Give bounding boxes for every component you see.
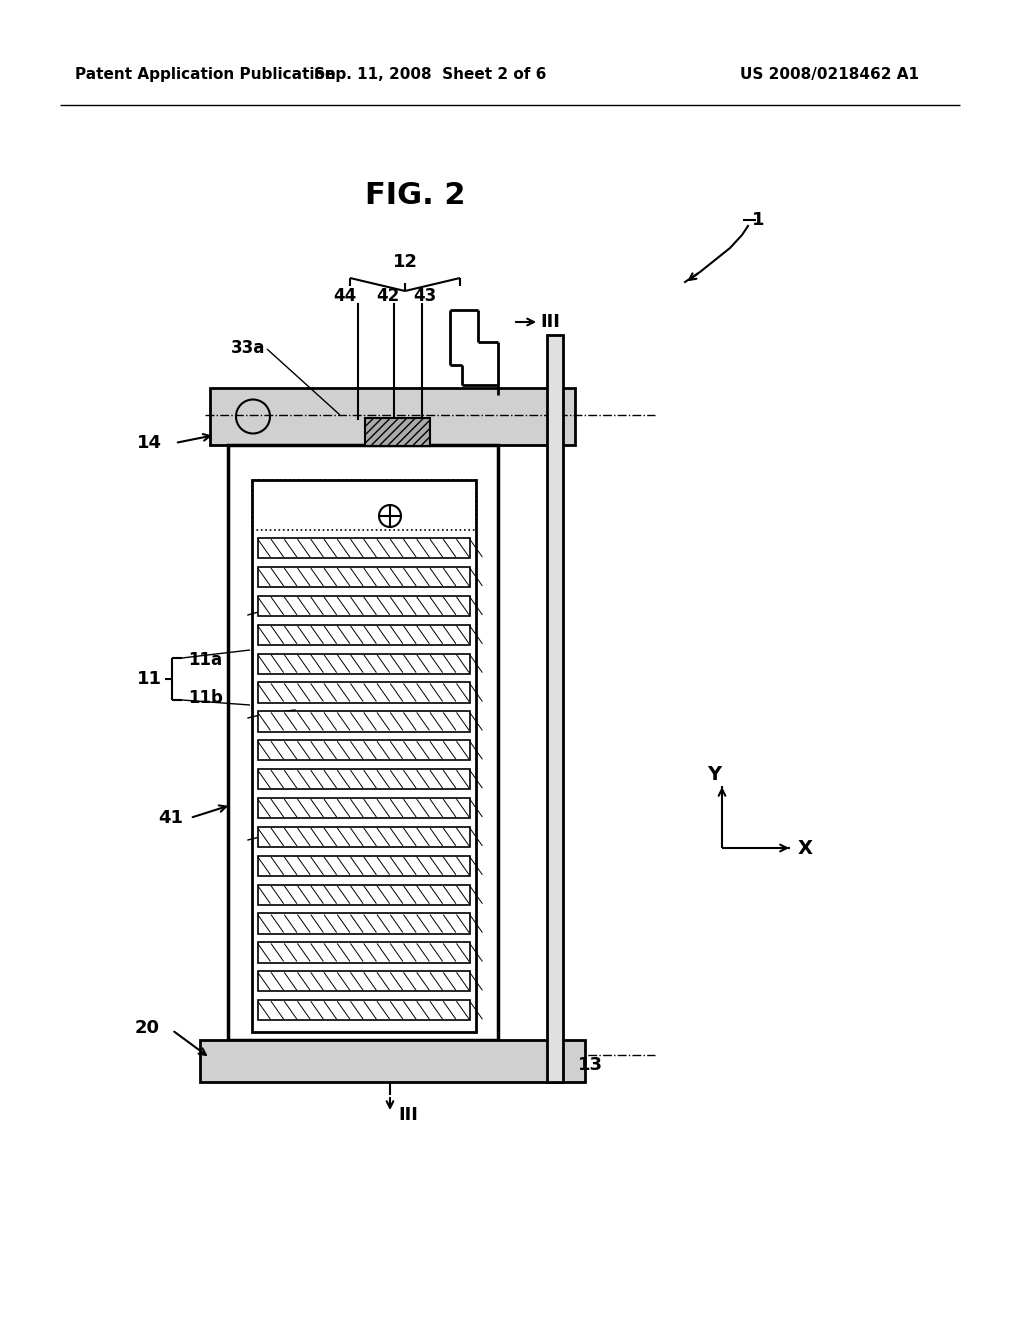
- Bar: [210, 388, 575, 445]
- Bar: [258, 539, 470, 558]
- Text: 33a: 33a: [230, 339, 265, 356]
- Bar: [258, 595, 470, 616]
- Bar: [228, 445, 498, 1040]
- Bar: [547, 335, 563, 1082]
- Text: X: X: [798, 838, 813, 858]
- Bar: [258, 624, 470, 645]
- Text: 13: 13: [578, 1056, 603, 1074]
- Bar: [258, 741, 470, 760]
- Text: 14: 14: [137, 434, 162, 451]
- Text: 43: 43: [414, 286, 436, 305]
- Text: 42: 42: [377, 286, 399, 305]
- Text: III: III: [540, 313, 560, 331]
- Text: 44: 44: [334, 286, 356, 305]
- Bar: [252, 480, 476, 531]
- Bar: [258, 826, 470, 847]
- Bar: [252, 480, 476, 1032]
- Text: Patent Application Publication: Patent Application Publication: [75, 67, 336, 82]
- Bar: [258, 855, 470, 876]
- Bar: [365, 418, 430, 446]
- Bar: [258, 653, 470, 673]
- Text: 11b: 11b: [188, 689, 223, 708]
- Text: III: III: [398, 1106, 418, 1125]
- Text: 41: 41: [158, 809, 183, 828]
- Text: FIG. 2: FIG. 2: [365, 181, 465, 210]
- Bar: [258, 682, 470, 702]
- Text: 12: 12: [392, 253, 418, 271]
- Bar: [258, 799, 470, 818]
- Bar: [258, 1001, 470, 1020]
- Text: 11: 11: [137, 671, 162, 688]
- Text: Sep. 11, 2008  Sheet 2 of 6: Sep. 11, 2008 Sheet 2 of 6: [313, 67, 546, 82]
- Bar: [258, 884, 470, 904]
- Text: 20: 20: [135, 1019, 160, 1038]
- Bar: [258, 770, 470, 789]
- Text: 11a: 11a: [188, 651, 222, 669]
- Bar: [200, 1040, 585, 1082]
- Bar: [258, 711, 470, 731]
- Bar: [258, 972, 470, 991]
- Text: 1: 1: [752, 211, 765, 228]
- Bar: [258, 913, 470, 933]
- Text: US 2008/0218462 A1: US 2008/0218462 A1: [740, 67, 920, 82]
- Bar: [258, 566, 470, 587]
- Bar: [258, 942, 470, 962]
- Text: Y: Y: [707, 764, 721, 784]
